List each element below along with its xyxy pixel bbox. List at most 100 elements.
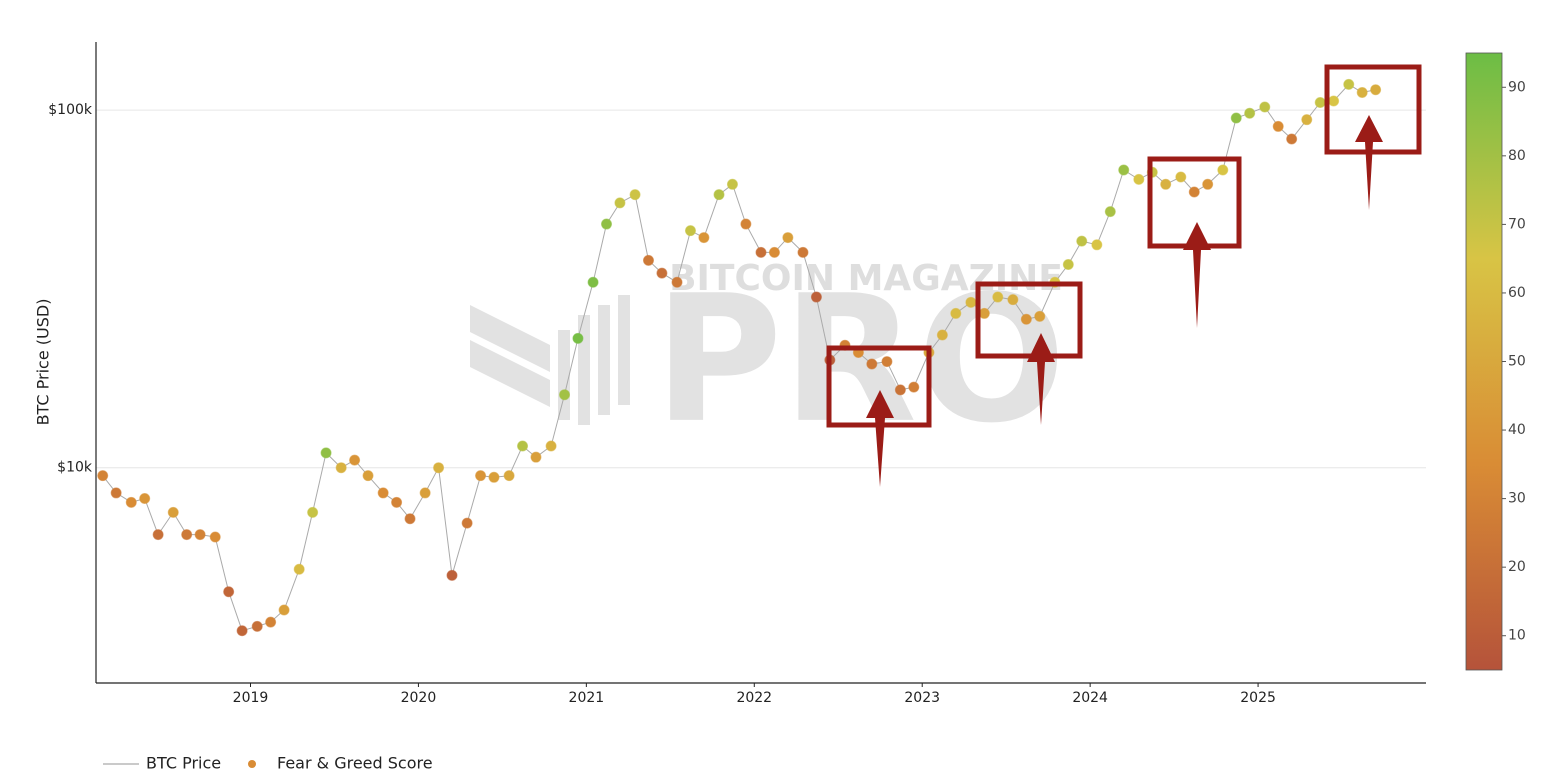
score-point [1202,178,1214,190]
score-point [866,358,878,370]
score-point [740,218,752,230]
score-point [1133,173,1145,185]
score-point [810,291,822,303]
score-point [446,569,458,581]
x-tick-label: 2025 [1240,690,1276,706]
x-tick-label: 2019 [233,690,269,706]
colorbar-tick-label: 70 [1508,216,1526,232]
colorbar-tick-label: 80 [1508,148,1526,164]
score-point [726,178,738,190]
watermark-logo [598,305,610,415]
score-point [167,506,179,518]
score-point [97,470,109,482]
legend-swatch [248,760,256,768]
score-point [251,620,263,632]
arrow [1183,222,1211,328]
arrow [1355,115,1383,210]
score-point [1007,294,1019,306]
x-tick-label: 2024 [1072,690,1108,706]
score-point [755,246,767,258]
score-point [1020,313,1032,325]
score-point [335,462,347,474]
colorbar-tick-label: 40 [1508,422,1526,438]
score-point [223,586,235,598]
score-point [572,332,584,344]
score-point [209,531,221,543]
y-tick-label: $10k [57,460,93,476]
score-point [475,470,487,482]
colorbar-tick-label: 30 [1508,491,1526,507]
score-point [642,254,654,266]
score-point [139,493,151,505]
colorbar-tick-label: 50 [1508,354,1526,370]
score-point [1118,164,1130,176]
score-point [419,487,431,499]
score-point [125,496,137,508]
score-point [1175,171,1187,183]
score-point [362,470,374,482]
highlight-box [1324,64,1422,155]
score-point [1230,112,1242,124]
score-point [614,197,626,209]
score-point [110,487,122,499]
score-point [559,389,571,401]
x-tick-label: 2021 [569,690,605,706]
score-point [194,529,206,541]
score-point [1062,258,1074,270]
score-point [684,225,696,237]
score-point [152,529,164,541]
score-point [1259,101,1271,113]
legend-label: Fear & Greed Score [277,754,433,770]
score-point [320,447,332,459]
legend-label: BTC Price [146,754,221,770]
score-point [545,440,557,452]
annotations [866,115,1383,487]
colorbar-tick-label: 60 [1508,285,1526,301]
score-point [1244,107,1256,119]
y-axis-label: BTC Price (USD) [34,299,53,426]
score-point [1272,120,1284,132]
score-point [894,384,906,396]
score-point [782,232,794,244]
score-point [881,356,893,368]
score-point [461,517,473,529]
score-point [1286,133,1298,145]
watermark-logo [618,295,630,405]
score-point [978,307,990,319]
watermark-text: PRO [654,259,1066,462]
score-point [1160,178,1172,190]
score-point [601,218,613,230]
score-point [236,625,248,637]
y-tick-label: $100k [48,102,93,118]
score-point [1104,206,1116,218]
watermark-logo [470,305,550,407]
score-point [713,189,725,201]
score-point [377,487,389,499]
score-point [1328,95,1340,107]
score-point [1370,84,1382,96]
score-point [517,440,529,452]
score-point [278,604,290,616]
score-point [391,496,403,508]
score-point [656,267,668,279]
x-tick-label: 2022 [736,690,772,706]
arrow [1027,333,1055,425]
colorbar-tick-label: 90 [1508,79,1526,95]
score-point [698,232,710,244]
x-tick-label: 2023 [904,690,940,706]
score-point [671,276,683,288]
arrow [866,390,894,487]
score-point [293,563,305,575]
score-point [936,329,948,341]
score-point [629,189,641,201]
colorbar [1465,52,1503,671]
x-tick-label: 2020 [401,690,437,706]
score-point [404,513,416,525]
score-point [488,471,500,483]
score-point [265,616,277,628]
score-point [950,307,962,319]
score-point [1343,78,1355,90]
highlight-box [975,281,1083,359]
